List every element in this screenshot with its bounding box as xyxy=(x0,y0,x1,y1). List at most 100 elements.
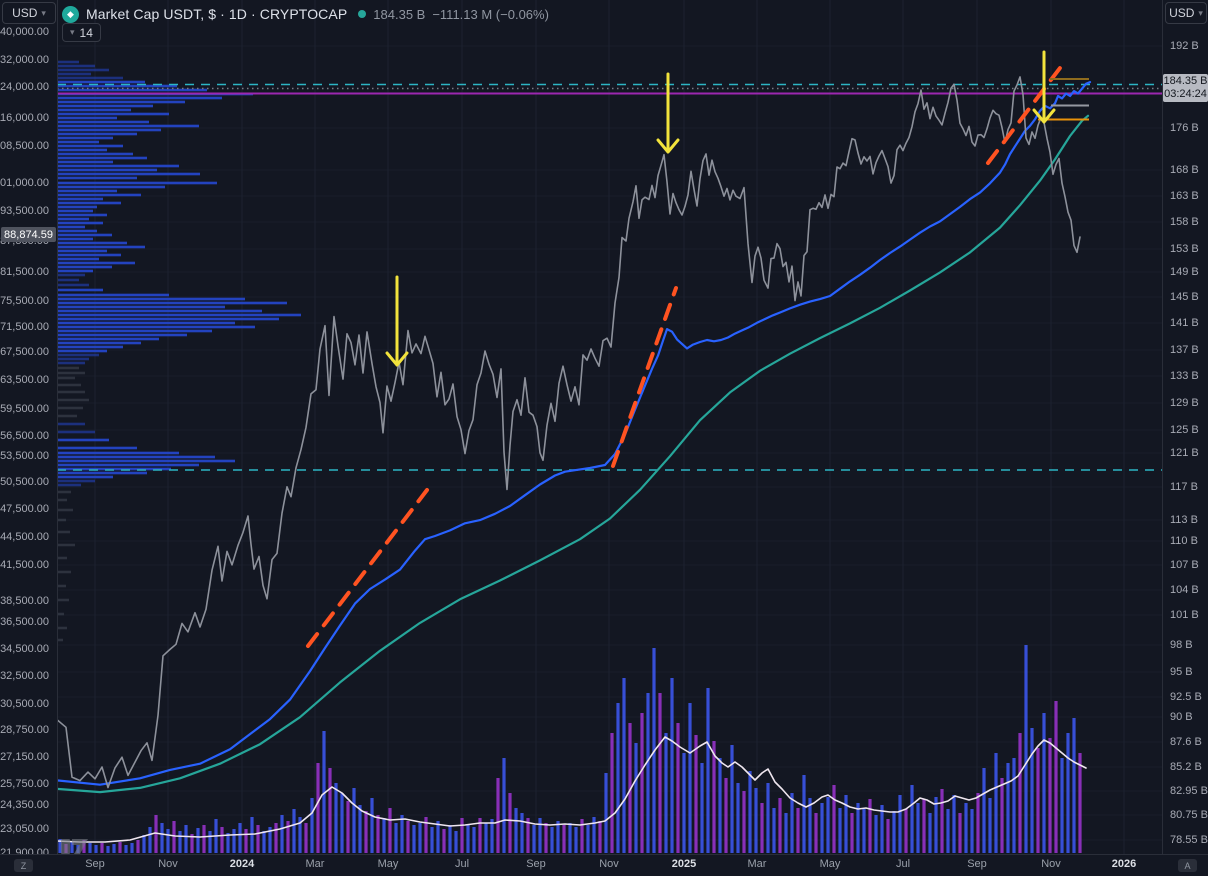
volume-bar xyxy=(988,798,992,853)
volume-profile-bar xyxy=(57,518,66,522)
volume-profile-bar xyxy=(57,398,89,402)
volume-bar xyxy=(994,753,998,853)
volume-profile-bar xyxy=(57,483,81,487)
chart-pane[interactable] xyxy=(55,0,1163,855)
right-price-tick: 125 B xyxy=(1170,424,1199,436)
volume-profile-bar xyxy=(57,530,70,534)
volume-bar xyxy=(874,815,878,853)
right-price-axis[interactable]: USD ▾ 184.35 B 03:24:24 192 B 176 B 168 B 1… xyxy=(1162,0,1208,855)
volume-bar xyxy=(634,743,638,853)
volume-bar xyxy=(598,821,602,853)
annotation-trendline[interactable] xyxy=(986,62,1065,165)
annotation-arrowhead[interactable] xyxy=(385,351,409,367)
volume-bar xyxy=(526,818,530,853)
autoscale-button[interactable]: A xyxy=(1178,859,1197,872)
last-value: 184.35 B xyxy=(373,6,426,22)
left-price-tick: 44,500.00 xyxy=(0,531,49,543)
volume-bar xyxy=(1036,748,1040,853)
volume-profile-bar xyxy=(57,273,85,277)
volume-bar xyxy=(1072,718,1076,853)
volume-bar xyxy=(280,815,284,853)
volume-bar xyxy=(952,795,956,853)
right-price-tick: 137 B xyxy=(1170,344,1199,356)
volume-bar xyxy=(358,805,362,853)
left-price-tick: 38,500.00 xyxy=(0,595,49,607)
chart-canvas[interactable] xyxy=(55,0,1163,855)
annotation-arrowhead[interactable] xyxy=(656,138,680,154)
time-tick: Sep xyxy=(967,858,987,870)
annotation-arrowhead[interactable] xyxy=(1032,108,1056,124)
volume-profile-bar xyxy=(57,451,179,455)
left-price-tick: 81,500.00 xyxy=(0,266,49,278)
volume-profile-bar xyxy=(57,257,99,261)
volume-bar xyxy=(712,741,716,853)
volume-profile-bar xyxy=(57,217,89,221)
annotation-trendline[interactable] xyxy=(306,488,429,648)
volume-profile-bar xyxy=(57,265,112,269)
right-price-tick: 192 B xyxy=(1170,40,1199,52)
volume-profile-bar xyxy=(57,598,69,602)
volume-bar xyxy=(616,703,620,853)
left-price-tick: 27,150.00 xyxy=(0,751,49,763)
volume-profile-bar xyxy=(57,313,301,317)
right-price-tick: 92.5 B xyxy=(1170,691,1202,703)
volume-profile-bar xyxy=(57,305,225,309)
volume-profile-bar xyxy=(57,152,133,156)
volume-profile-bar xyxy=(57,116,117,120)
right-price-tick: 113 B xyxy=(1170,514,1198,526)
right-price-tick: 101 B xyxy=(1170,609,1199,621)
volume-profile-bar xyxy=(57,371,85,375)
volume-profile-bar xyxy=(57,341,141,345)
volume-bar xyxy=(418,823,422,853)
volume-profile-bar xyxy=(57,288,103,292)
left-price-tick: 47,500.00 xyxy=(0,503,49,515)
volume-bar xyxy=(472,827,476,853)
volume-bar xyxy=(964,803,968,853)
left-price-tick: 67,500.00 xyxy=(0,346,49,358)
volume-profile-bar xyxy=(57,209,93,213)
right-currency-selector[interactable]: USD ▾ xyxy=(1165,2,1207,24)
time-tick: May xyxy=(819,858,841,870)
time-axis[interactable]: Z A Sep Nov 2024 Mar May Jul Sep Nov 2025 Mar May J… xyxy=(0,854,1208,876)
volume-profile-bar xyxy=(57,406,83,410)
volume-bar xyxy=(382,818,386,853)
volume-profile-bar xyxy=(57,297,245,301)
volume-profile-bar xyxy=(57,213,107,217)
volume-bar xyxy=(1078,753,1082,853)
volume-bar xyxy=(250,817,254,853)
annotation-trendline[interactable] xyxy=(611,286,678,468)
timezone-button[interactable]: Z xyxy=(14,859,33,872)
indicator-input-chip[interactable]: ▾ 14 xyxy=(62,23,101,42)
symbol-title[interactable]: Market Cap USDT, $ · 1D · CRYPTOCAP xyxy=(86,6,348,22)
volume-bar xyxy=(448,825,452,853)
volume-profile-bar xyxy=(57,205,97,209)
volume-profile-bar xyxy=(57,333,187,337)
volume-profile-bar xyxy=(57,479,95,483)
volume-bar xyxy=(916,803,920,853)
volume-profile-bar xyxy=(57,140,99,144)
volume-profile-bar xyxy=(57,96,222,100)
tradingview-watermark-icon xyxy=(72,839,88,854)
volume-profile-bar xyxy=(57,168,157,172)
volume-bar xyxy=(694,735,698,853)
volume-bar xyxy=(328,768,332,853)
volume-profile-bar xyxy=(57,64,95,68)
left-price-tick: 93,500.00 xyxy=(0,205,49,217)
volume-profile-bar xyxy=(57,459,235,463)
left-price-axis[interactable]: USD ▾ 88,874.59 140,000.00 132,000.00 124,… xyxy=(0,0,58,859)
volume-bar xyxy=(400,815,404,853)
volume-profile-bar xyxy=(57,626,67,630)
volume-bar xyxy=(286,821,290,853)
volume-bar xyxy=(298,817,302,853)
volume-profile-bar xyxy=(57,88,207,92)
volume-bar xyxy=(424,817,428,853)
volume-profile-bar xyxy=(57,176,137,180)
volume-bar xyxy=(838,808,842,853)
left-currency-selector[interactable]: USD ▾ xyxy=(2,2,56,24)
current-price-label-left: 88,874.59 xyxy=(1,227,56,242)
volume-bar xyxy=(958,813,962,853)
time-tick: Jul xyxy=(895,858,911,870)
volume-profile-bar xyxy=(57,193,141,197)
volume-bar xyxy=(322,731,326,853)
volume-profile-bar xyxy=(57,293,169,297)
